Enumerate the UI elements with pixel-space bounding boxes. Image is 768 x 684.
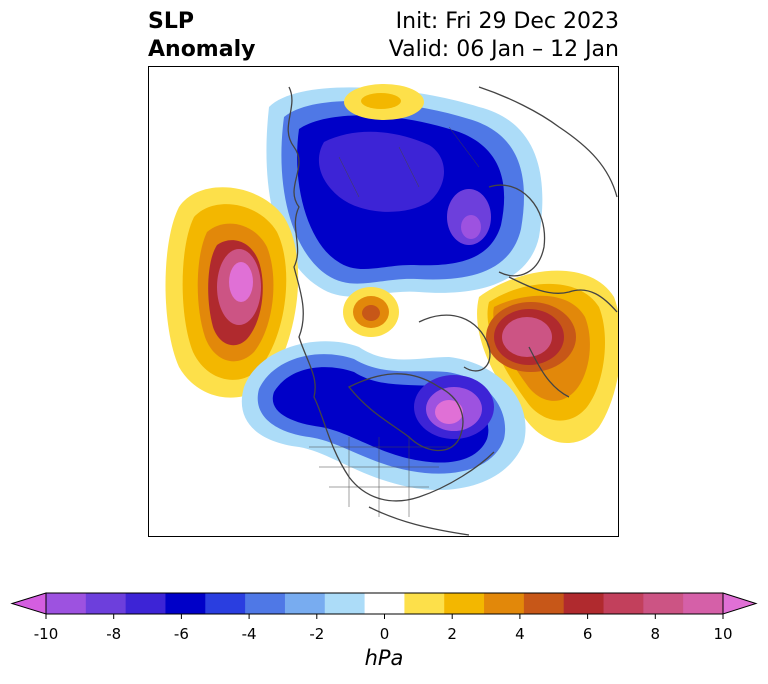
- colorbar-max-extend: [722, 592, 758, 615]
- colorbar: [10, 592, 758, 619]
- colorbar-tick-label: 4: [515, 625, 525, 643]
- colorbar-tick-label: -6: [173, 625, 189, 643]
- colorbar-segment: [205, 593, 246, 614]
- slp-anomaly-map: [148, 66, 619, 537]
- pacific-high-anomaly: [165, 187, 299, 398]
- colorbar-tick-label: 10: [713, 625, 733, 643]
- colorbar-segments: [10, 592, 758, 615]
- arctic-low-anomaly: [266, 87, 543, 297]
- colorbar-segment: [125, 593, 166, 614]
- title-line-1: SLP: [148, 9, 194, 34]
- colorbar-segment: [683, 593, 724, 614]
- colorbar-tick-label: 8: [650, 625, 661, 643]
- colorbar-segment: [46, 593, 87, 614]
- date-info: Init: Fri 29 Dec 2023 Valid: 06 Jan – 12…: [389, 8, 619, 64]
- map-canvas: [165, 84, 618, 536]
- colorbar-segment: [523, 593, 565, 614]
- colorbar-tick-label: 0: [379, 625, 390, 643]
- colorbar-tick-label: 2: [447, 625, 457, 643]
- colorbar-tick-label: 6: [582, 625, 593, 643]
- colorbar-segment: [444, 593, 485, 614]
- colorbar-segment: [284, 593, 326, 614]
- atlantic-high-anomaly: [477, 270, 618, 443]
- colorbar-segment: [364, 593, 405, 614]
- political-borders: [309, 126, 480, 517]
- colorbar-segment: [643, 593, 684, 614]
- colorbar-segment: [484, 593, 525, 614]
- colorbar-segment: [324, 593, 366, 614]
- canada-low-anomaly: [241, 341, 526, 490]
- colorbar-segment: [85, 593, 127, 614]
- colorbar-min-extend: [10, 592, 47, 615]
- title-line-2: Anomaly: [148, 37, 256, 62]
- colorbar-segment: [165, 593, 206, 614]
- coastlines: [287, 86, 618, 536]
- colorbar-segment: [404, 593, 445, 614]
- colorbar-segment: [245, 593, 286, 614]
- pole-high-anomaly: [343, 287, 399, 337]
- colorbar-ticks: [45, 614, 724, 619]
- colorbar-tick-label: -4: [241, 625, 257, 643]
- colorbar-segment: [563, 593, 605, 614]
- colorbar-tick-label: -2: [309, 625, 325, 643]
- valid-range: Valid: 06 Jan – 12 Jan: [388, 37, 619, 62]
- colorbar-segment: [603, 593, 644, 614]
- top-high-anomaly: [344, 84, 424, 120]
- map-title: SLP Anomaly: [148, 8, 255, 64]
- colorbar-tick-label: -10: [33, 625, 59, 643]
- init-date: Init: Fri 29 Dec 2023: [395, 9, 619, 34]
- colorbar-unit: hPa: [364, 646, 404, 670]
- colorbar-tick-label: -8: [106, 625, 122, 643]
